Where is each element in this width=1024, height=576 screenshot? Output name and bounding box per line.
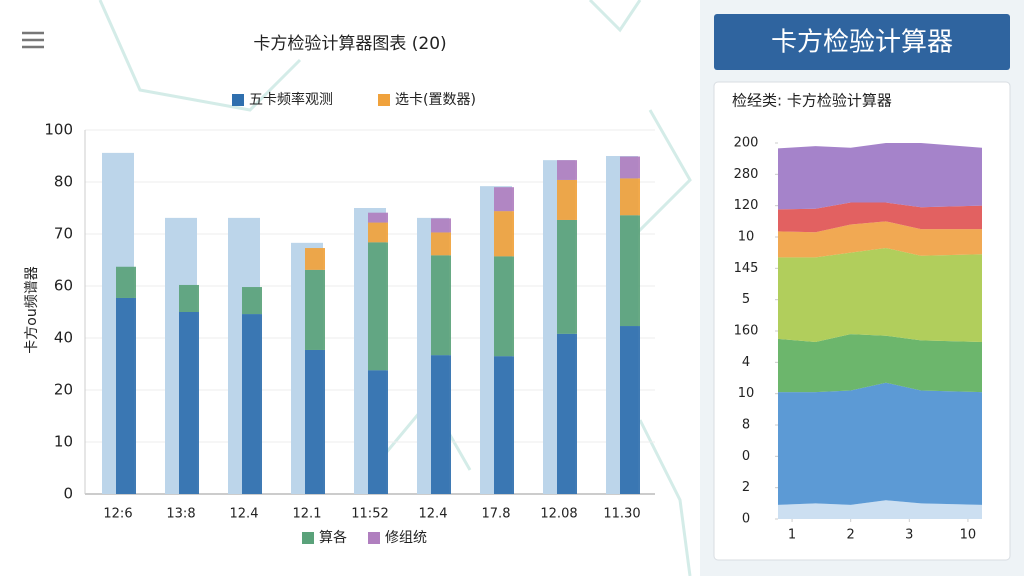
bar-segment — [557, 333, 577, 494]
bar-segment — [242, 287, 262, 315]
y-tick-label: 60 — [54, 277, 73, 295]
bar-segment — [557, 219, 577, 334]
y-tick-label: 80 — [54, 173, 73, 191]
y-tick-label: 40 — [54, 329, 73, 347]
x-tick-label: 17.8 — [482, 507, 511, 522]
y-tick-label: 120 — [734, 198, 759, 213]
bar-segment — [494, 256, 514, 357]
area-layer — [778, 500, 982, 519]
x-tick-label: 11.30 — [603, 507, 640, 522]
bar-segment — [431, 232, 451, 256]
bar-segment — [179, 312, 199, 494]
area-layer — [778, 143, 982, 210]
menu-icon[interactable] — [22, 31, 44, 49]
legend-swatch — [368, 532, 380, 544]
bar-segment — [368, 242, 388, 371]
bar-segment — [305, 269, 325, 350]
legend-label: 算各 — [319, 530, 347, 546]
bar-segment — [179, 284, 199, 312]
bar-segment — [368, 222, 388, 243]
area-layer — [778, 202, 982, 233]
legend-swatch — [302, 532, 314, 544]
bar-segment — [620, 215, 640, 327]
x-tick-label: 13:8 — [166, 507, 195, 522]
y-tick-label: 10 — [54, 433, 73, 451]
y-axis-label: 卡方ou频谱器 — [24, 266, 40, 353]
bar-segment — [557, 179, 577, 220]
y-tick-label: 4 — [742, 355, 750, 370]
y-tick-label: 10 — [738, 386, 755, 401]
y-tick-label: 0 — [63, 485, 73, 503]
x-tick-label: 12.08 — [540, 507, 577, 522]
legend-label: 修组统 — [385, 530, 427, 546]
decoration — [98, 0, 692, 576]
legend-label: 五卡频率观测 — [249, 91, 333, 108]
bar-segment — [620, 156, 640, 179]
area-layer — [778, 247, 982, 342]
y-tick-label: 70 — [54, 225, 73, 243]
bar-segment — [368, 212, 388, 223]
y-tick-label: 200 — [734, 136, 759, 151]
x-tick-label: 12:6 — [103, 507, 132, 522]
bar-segment — [557, 160, 577, 180]
y-tick-label: 8 — [742, 418, 750, 433]
chart-title: 检经类: 卡方检验计算器 — [732, 92, 892, 110]
y-tick-label: 20 — [54, 381, 73, 399]
y-tick-label: 5 — [742, 292, 750, 307]
bar-segment — [305, 349, 325, 494]
legend-label: 选卡(置数器) — [395, 92, 476, 108]
area-layer — [778, 382, 982, 505]
y-tick-label: 2 — [742, 480, 750, 495]
y-tick-label: 280 — [734, 167, 759, 182]
x-tick-label: 11:52 — [351, 507, 388, 522]
bar-segment — [368, 370, 388, 494]
x-tick-label: 12.4 — [230, 507, 259, 522]
x-tick-label: 12.1 — [293, 507, 322, 522]
x-tick-label: 3 — [905, 528, 913, 543]
bar-segment — [431, 355, 451, 494]
y-tick-label: 145 — [734, 261, 759, 276]
bar-segment — [431, 218, 451, 233]
y-tick-label: 10 — [738, 230, 755, 245]
bar-segment — [494, 211, 514, 257]
area-layer — [778, 221, 982, 258]
y-tick-label: 0 — [742, 512, 750, 527]
header-banner — [714, 14, 1010, 70]
bar-segment — [242, 314, 262, 494]
y-tick-label: 100 — [44, 121, 73, 139]
x-tick-label: 1 — [788, 528, 796, 543]
area-layer — [778, 334, 982, 393]
x-tick-label: 10 — [960, 528, 977, 543]
legend-swatch — [378, 94, 390, 106]
header-title: 卡方检验计算器 — [771, 28, 953, 58]
chart-title: 卡方检验计算器图表 (20) — [253, 34, 446, 54]
bar-segment — [494, 187, 514, 212]
bar-segment — [620, 326, 640, 494]
bar-segment — [305, 248, 325, 270]
bar-segment — [116, 297, 136, 494]
y-tick-label: 160 — [734, 324, 759, 339]
legend-swatch — [232, 94, 244, 106]
y-tick-label: 0 — [742, 449, 750, 464]
bar-segment — [116, 266, 136, 298]
x-tick-label: 12.4 — [419, 507, 448, 522]
x-tick-label: 2 — [847, 528, 855, 543]
bar-segment — [431, 255, 451, 356]
bar-segment — [620, 178, 640, 216]
bar-segment — [494, 356, 514, 494]
